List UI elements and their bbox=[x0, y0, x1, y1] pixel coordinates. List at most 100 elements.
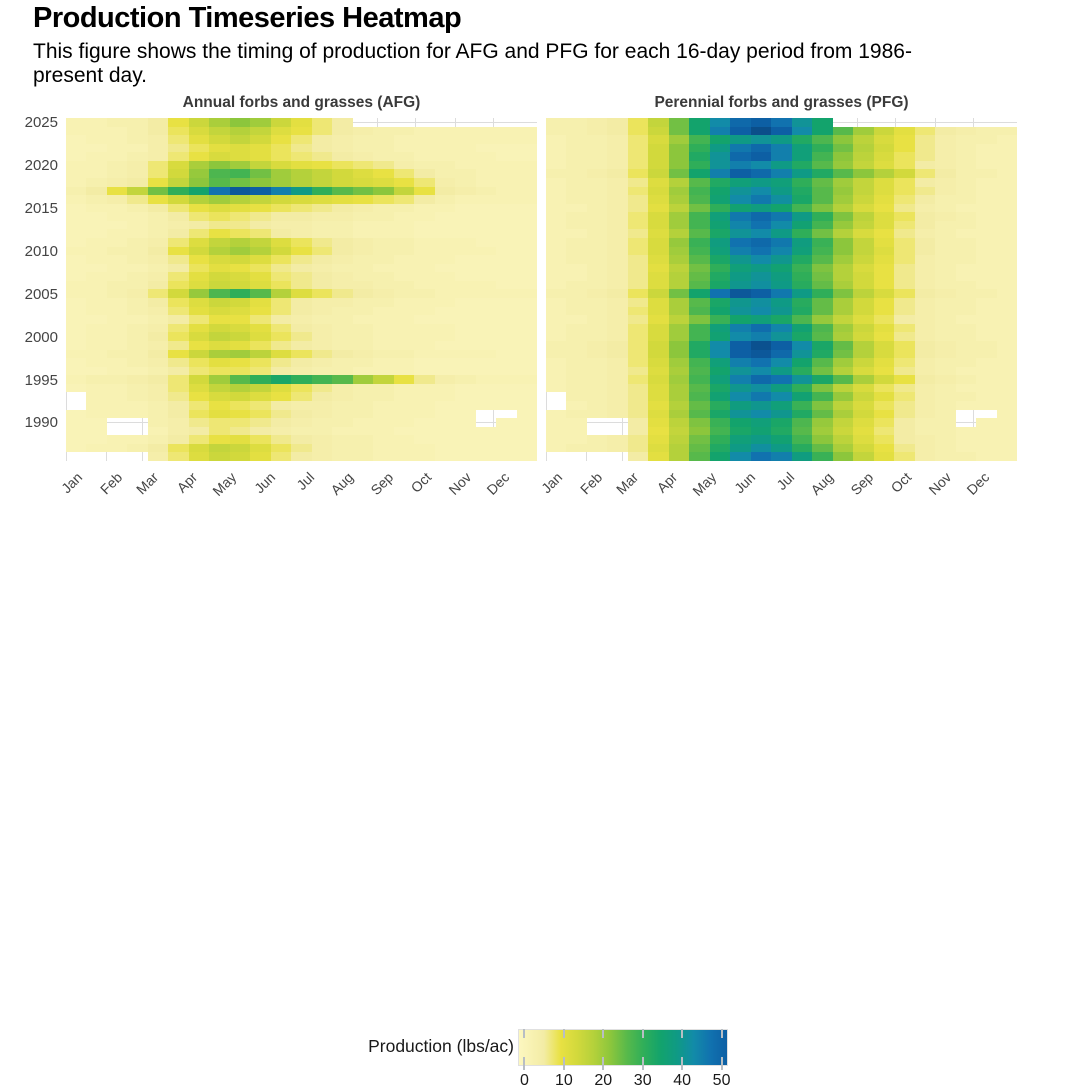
heatmap-cell bbox=[147, 169, 169, 179]
heatmap-cell bbox=[414, 238, 435, 247]
heatmap-cell bbox=[516, 246, 537, 256]
heatmap-cell bbox=[586, 289, 608, 299]
heatmap-cell bbox=[627, 169, 649, 179]
heatmap-cell bbox=[832, 212, 854, 221]
heatmap-cell bbox=[709, 375, 731, 384]
heatmap-cell bbox=[434, 340, 456, 350]
heatmap-cell bbox=[894, 135, 915, 144]
heatmap-cell bbox=[976, 195, 997, 204]
heatmap-cell bbox=[832, 392, 854, 401]
heatmap-cell bbox=[106, 246, 128, 256]
heatmap-cell bbox=[996, 418, 1017, 427]
heatmap-cell bbox=[648, 435, 669, 444]
heatmap-cell bbox=[127, 366, 148, 376]
heatmap-cell bbox=[516, 375, 537, 384]
heatmap-cell bbox=[393, 306, 415, 316]
heatmap-cell bbox=[935, 315, 956, 324]
heatmap-cell bbox=[791, 255, 813, 264]
heatmap-cell bbox=[311, 418, 333, 427]
heatmap-cell bbox=[791, 315, 813, 324]
heatmap-cell bbox=[475, 255, 497, 264]
heatmap-cell bbox=[250, 435, 271, 444]
heatmap-cell bbox=[291, 340, 312, 350]
heatmap-cell bbox=[853, 306, 874, 316]
heatmap-cell bbox=[935, 400, 956, 410]
colorbar-legend: Production (lbs/ac) 0 10 20 30 40 50 bbox=[0, 512, 1066, 1089]
heatmap-cell bbox=[188, 263, 210, 273]
heatmap-cell bbox=[791, 220, 813, 230]
heatmap-cell bbox=[607, 435, 628, 444]
heatmap-cell bbox=[689, 246, 710, 256]
heatmap-cell bbox=[291, 332, 312, 341]
heatmap-cell bbox=[209, 152, 230, 161]
colorbar-tick bbox=[523, 1029, 526, 1038]
heatmap-cell bbox=[147, 212, 169, 221]
heatmap-cell bbox=[812, 160, 833, 170]
heatmap-cell bbox=[832, 220, 854, 230]
heatmap-cell bbox=[812, 255, 833, 264]
heatmap-cell bbox=[475, 366, 497, 376]
heatmap-cell bbox=[352, 409, 374, 419]
heatmap-cell bbox=[546, 229, 567, 239]
heatmap-cell bbox=[516, 169, 537, 179]
heatmap-cell bbox=[709, 212, 731, 221]
heatmap-cell bbox=[955, 160, 977, 170]
heatmap-cell bbox=[373, 178, 394, 187]
month-tick-label: Aug bbox=[327, 469, 357, 498]
heatmap-cell bbox=[291, 323, 312, 333]
heatmap-cell bbox=[750, 220, 772, 230]
heatmap-cell bbox=[976, 418, 997, 427]
heatmap-cell bbox=[586, 306, 608, 316]
heatmap-cell bbox=[373, 426, 394, 436]
heatmap-cell bbox=[832, 418, 854, 427]
heatmap-cell bbox=[393, 435, 415, 444]
heatmap-cell bbox=[689, 212, 710, 221]
heatmap-cell bbox=[516, 160, 537, 170]
month-tick-label: Oct bbox=[888, 469, 915, 496]
heatmap-cell bbox=[250, 383, 271, 393]
heatmap-cell bbox=[66, 340, 87, 350]
heatmap-cell bbox=[771, 340, 792, 350]
heatmap-cell bbox=[668, 383, 690, 393]
heatmap-cell bbox=[66, 401, 86, 410]
heatmap-cell bbox=[168, 315, 189, 324]
heatmap-cell bbox=[955, 306, 977, 316]
heatmap-cell bbox=[853, 435, 874, 444]
heatmap-cell bbox=[270, 280, 292, 290]
heatmap-cell bbox=[955, 452, 977, 461]
heatmap-cell bbox=[812, 289, 833, 299]
heatmap-cell bbox=[607, 452, 627, 461]
heatmap-cell bbox=[496, 358, 517, 367]
heatmap-cell bbox=[86, 152, 107, 161]
heatmap-cell bbox=[730, 118, 751, 127]
heatmap-cell bbox=[516, 400, 537, 410]
heatmap-cell bbox=[86, 272, 107, 281]
heatmap-cell bbox=[709, 152, 731, 161]
heatmap-cell bbox=[730, 220, 751, 230]
heatmap-cell bbox=[229, 280, 251, 290]
heatmap-cell bbox=[352, 349, 374, 359]
heatmap-cell bbox=[607, 246, 628, 256]
heatmap-cell bbox=[955, 349, 977, 359]
heatmap-cell bbox=[373, 238, 394, 247]
heatmap-cell bbox=[627, 400, 649, 410]
heatmap-cell bbox=[373, 152, 394, 161]
heatmap-cell bbox=[270, 135, 292, 144]
heatmap-cell bbox=[86, 229, 107, 239]
heatmap-cell bbox=[393, 332, 415, 341]
heatmap-cell bbox=[627, 435, 649, 444]
heatmap-cell bbox=[627, 306, 649, 316]
heatmap-cell bbox=[311, 238, 333, 247]
heatmap-cell bbox=[771, 289, 792, 299]
heatmap-cell bbox=[168, 229, 189, 239]
heatmap-cell bbox=[709, 349, 731, 359]
heatmap-cell bbox=[546, 315, 567, 324]
heatmap-cell bbox=[832, 332, 854, 341]
heatmap-cell bbox=[750, 195, 772, 204]
heatmap-cell bbox=[586, 383, 608, 393]
heatmap-cell bbox=[455, 418, 476, 427]
heatmap-cell bbox=[566, 409, 587, 419]
heatmap-cell bbox=[209, 135, 230, 144]
heatmap-cell bbox=[730, 375, 751, 384]
heatmap-cell bbox=[311, 426, 333, 436]
